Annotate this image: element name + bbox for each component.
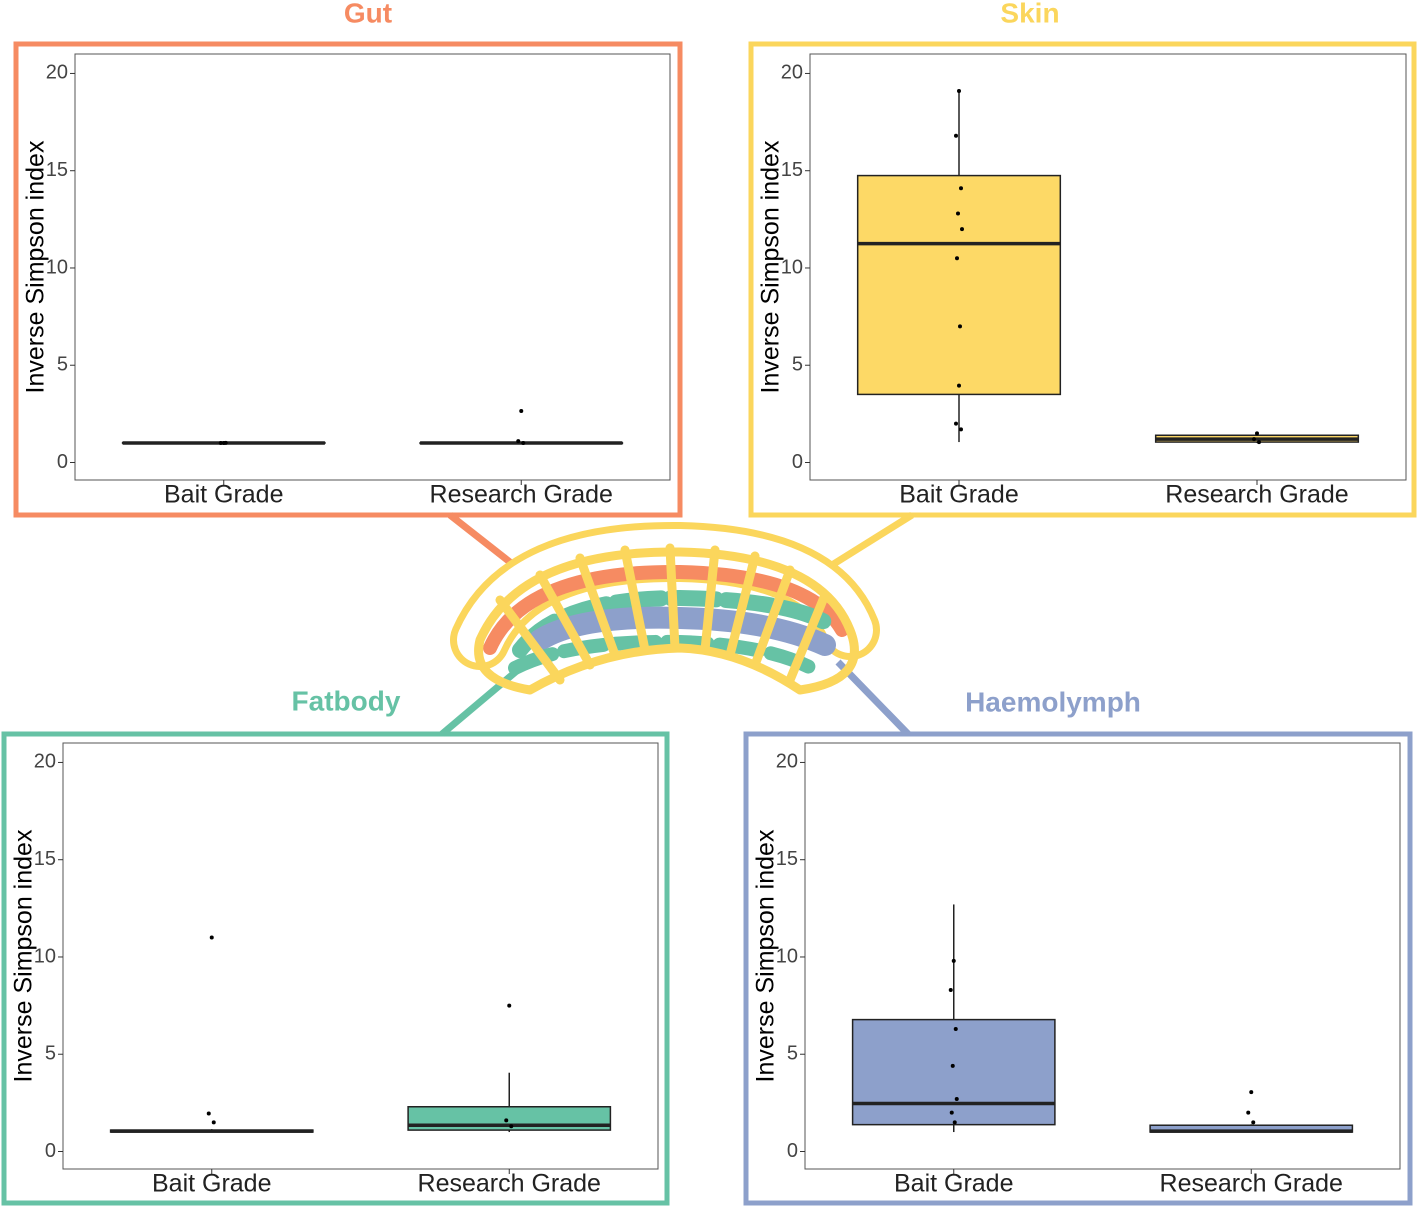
worm-gut <box>483 564 849 655</box>
y-tick-label: 5 <box>787 1043 798 1065</box>
y-tick-label: 10 <box>34 945 56 967</box>
y-tick-label: 15 <box>34 848 56 870</box>
panel-title: Gut <box>344 0 392 28</box>
plot-area <box>74 53 671 481</box>
panel-title: Fatbody <box>292 685 401 716</box>
panel-frame <box>743 731 1413 1206</box>
x-tick-label: Bait Grade <box>152 1170 272 1198</box>
data-point <box>509 1124 514 1129</box>
data-point <box>948 988 953 993</box>
data-point <box>954 421 958 426</box>
box <box>856 174 1062 396</box>
y-tick-label: 5 <box>57 354 68 376</box>
panel-frame <box>13 41 683 518</box>
data-point <box>206 1111 211 1116</box>
data-point <box>954 133 958 138</box>
data-point <box>953 1026 958 1031</box>
y-tick-label: 5 <box>792 354 803 376</box>
data-point <box>1257 440 1261 445</box>
data-point <box>218 441 223 446</box>
data-point <box>519 408 524 413</box>
data-point <box>1255 431 1259 436</box>
y-tick-label: 20 <box>34 751 56 773</box>
panel-title: Skin <box>1000 0 1059 28</box>
y-axis-label: Inverse Simpson index <box>757 140 785 393</box>
x-tick-label: Research Grade <box>1160 1170 1343 1198</box>
data-point <box>949 1110 954 1115</box>
data-point <box>950 1063 955 1068</box>
panel: Fatbody 0 5 10 15 20 Inverse Simpson index Bait… <box>1 685 670 1206</box>
y-tick-label: 20 <box>776 751 798 773</box>
worm-outline <box>474 547 859 695</box>
data-point <box>958 324 962 329</box>
x-tick-label: Bait Grade <box>899 481 1019 509</box>
data-point <box>521 441 526 446</box>
panel: Haemolymph 0 5 10 15 20 Inverse Simpson index B… <box>743 686 1413 1206</box>
x-tick-label: Bait Grade <box>894 1170 1014 1198</box>
y-tick-label: 0 <box>787 1140 798 1162</box>
data-point <box>211 1120 216 1125</box>
worm-illustration <box>450 521 880 695</box>
x-tick-label: Bait Grade <box>164 481 284 509</box>
panel: Skin 0 5 10 15 20 Inverse Simpson index Bait Gr… <box>748 0 1417 518</box>
x-tick-label: Research Grade <box>1165 481 1348 509</box>
panel: Gut 0 5 10 15 20 Inverse Simpson index Bait Gra… <box>13 0 683 518</box>
y-tick-label: 15 <box>776 848 798 870</box>
data-point <box>223 440 228 445</box>
data-point <box>1246 1110 1251 1115</box>
data-point <box>209 935 214 940</box>
data-point <box>954 1096 959 1101</box>
connector <box>439 661 528 737</box>
data-point <box>955 256 959 261</box>
y-axis-label: Inverse Simpson index <box>752 829 780 1082</box>
data-point <box>959 186 963 191</box>
box <box>851 1018 1056 1126</box>
data-point <box>957 383 961 388</box>
data-point <box>1249 1090 1254 1095</box>
y-tick-label: 10 <box>46 256 68 278</box>
data-point <box>516 439 521 444</box>
plot-area <box>62 742 659 1170</box>
y-tick-label: 10 <box>781 256 803 278</box>
data-point <box>959 427 963 432</box>
y-tick-label: 0 <box>57 451 68 473</box>
worm-fatbody <box>508 634 822 677</box>
data-point <box>951 958 956 963</box>
y-tick-label: 15 <box>46 159 68 181</box>
y-tick-label: 10 <box>776 945 798 967</box>
panel-title: Haemolymph <box>965 686 1141 717</box>
data-point <box>952 1120 957 1125</box>
panel-frame <box>748 41 1417 518</box>
y-tick-label: 20 <box>781 62 803 84</box>
worm-segments <box>495 543 830 685</box>
y-tick-label: 0 <box>792 451 803 473</box>
panel-frame <box>1 731 670 1206</box>
y-tick-label: 20 <box>46 62 68 84</box>
data-point <box>1252 437 1256 442</box>
data-point <box>507 1003 512 1008</box>
data-point <box>504 1118 509 1123</box>
x-tick-label: Research Grade <box>418 1170 601 1198</box>
y-axis-label: Inverse Simpson index <box>10 829 38 1082</box>
data-point <box>956 211 960 216</box>
data-point <box>957 88 961 93</box>
y-tick-label: 15 <box>781 159 803 181</box>
data-point <box>960 227 964 232</box>
x-tick-label: Research Grade <box>430 481 613 509</box>
y-tick-label: 0 <box>45 1140 56 1162</box>
data-point <box>1251 1120 1256 1125</box>
y-axis-label: Inverse Simpson index <box>22 140 50 393</box>
y-tick-label: 5 <box>45 1043 56 1065</box>
